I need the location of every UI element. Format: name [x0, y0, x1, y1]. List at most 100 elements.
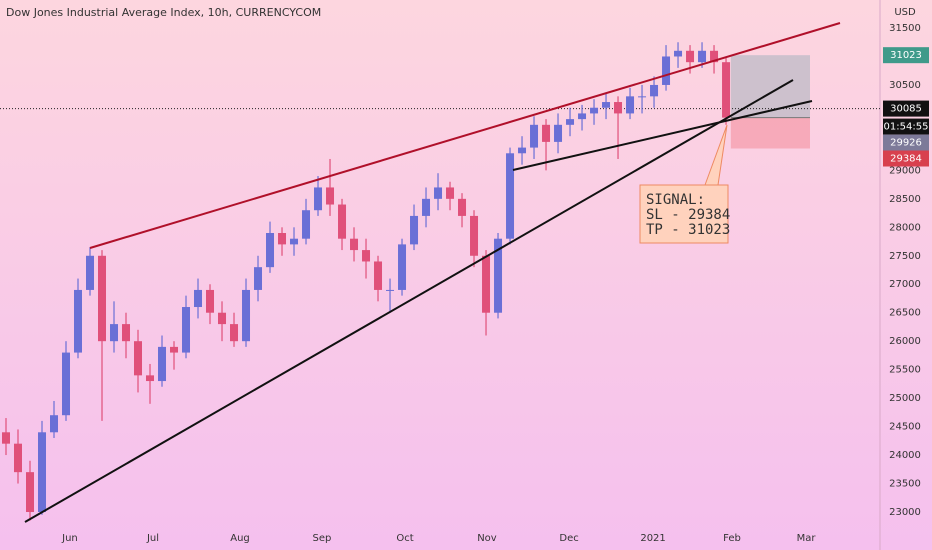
- x-tick-label: Aug: [230, 533, 250, 544]
- candle-body: [206, 289, 215, 313]
- candle-body: [290, 238, 299, 245]
- y-tick-label: 31500: [889, 23, 921, 34]
- candle-body: [362, 250, 371, 262]
- candle-body: [98, 255, 107, 342]
- candle-body: [482, 255, 491, 313]
- x-tick-label: Nov: [477, 533, 497, 544]
- candle-body: [182, 307, 191, 353]
- candle-body: [110, 324, 119, 342]
- candle-body: [350, 238, 359, 251]
- candle-body: [218, 312, 227, 325]
- candle-body: [470, 215, 479, 256]
- trend-line: [512, 100, 813, 171]
- candle-body: [530, 124, 539, 148]
- candle-body: [566, 119, 575, 125]
- signal-text: SIGNAL:: [646, 192, 705, 208]
- candle-body: [698, 50, 707, 63]
- entry-label-box: [883, 134, 929, 151]
- candle-body: [2, 432, 11, 444]
- y-tick-label: 26500: [889, 308, 921, 319]
- chart-title: Dow Jones Industrial Average Index, 10h,…: [6, 6, 321, 19]
- candle-body: [242, 289, 251, 342]
- candle-body: [122, 324, 131, 342]
- candle-body: [374, 261, 383, 290]
- stop-loss-label: 29384: [890, 154, 922, 165]
- last-price-label: 30085: [890, 104, 922, 115]
- candle-body: [590, 107, 599, 114]
- candle-body: [266, 232, 275, 268]
- y-tick-label: 24000: [889, 450, 921, 461]
- stop-loss-label-box: [883, 150, 929, 167]
- last-price-label-box: [883, 100, 929, 117]
- candle-body: [446, 187, 455, 199]
- candle-body: [74, 289, 83, 353]
- candle-body: [158, 346, 167, 382]
- candle-body: [662, 56, 671, 85]
- candle-body: [614, 102, 623, 114]
- x-tick-label: Mar: [797, 533, 817, 544]
- candle-body: [434, 187, 443, 199]
- candle-body: [254, 267, 263, 290]
- candle-body: [230, 324, 239, 342]
- candle-body: [542, 124, 551, 142]
- signal-callout: [639, 124, 729, 244]
- x-tick-label: Jul: [146, 533, 159, 544]
- stop-loss-zone: [730, 117, 810, 149]
- candle-body: [710, 50, 719, 63]
- candle-body: [26, 472, 35, 513]
- x-tick-label: Jun: [61, 533, 78, 544]
- candle-body: [170, 346, 179, 353]
- x-tick-label: Dec: [559, 533, 578, 544]
- candle-body: [578, 113, 587, 120]
- entry-label: 29926: [890, 138, 922, 149]
- candle-body: [602, 102, 611, 108]
- candle-body: [194, 289, 203, 308]
- candle-body: [674, 50, 683, 57]
- countdown: 01:54:55: [884, 122, 929, 133]
- candle-body: [314, 187, 323, 211]
- y-tick-label: 27500: [889, 251, 921, 262]
- signal-text: TP - 31023: [646, 222, 730, 238]
- candle-body: [410, 215, 419, 245]
- x-tick-label: Oct: [396, 533, 413, 544]
- candle-body: [38, 432, 47, 513]
- candle-body: [386, 289, 395, 291]
- y-tick-label: 29000: [889, 165, 921, 176]
- y-tick-label: 24500: [889, 422, 921, 433]
- y-tick-label: 28000: [889, 222, 921, 233]
- candle-body: [134, 341, 143, 376]
- countdown-box: [883, 118, 929, 135]
- x-tick-label: 2021: [640, 533, 665, 544]
- candle-body: [422, 198, 431, 216]
- candle-body: [458, 198, 467, 216]
- candle-body: [494, 238, 503, 313]
- candle-body: [146, 375, 155, 382]
- y-tick-label: 30500: [889, 80, 921, 91]
- candle-body: [650, 84, 659, 97]
- candle-body: [554, 124, 563, 142]
- y-tick-label: 23500: [889, 479, 921, 490]
- candle-body: [686, 50, 695, 63]
- y-tick-label: 23000: [889, 507, 921, 518]
- candle-body: [302, 210, 311, 239]
- support-line: [24, 79, 794, 523]
- candle-body: [338, 204, 347, 239]
- candle-body: [278, 232, 287, 245]
- signal-text: SL - 29384: [646, 207, 730, 223]
- currency-label: USD: [894, 7, 916, 18]
- y-tick-label: 25500: [889, 365, 921, 376]
- candle-body: [506, 153, 515, 239]
- y-tick-label: 25000: [889, 393, 921, 404]
- candle-body: [50, 415, 59, 433]
- y-tick-label: 28500: [889, 194, 921, 205]
- candle-body: [86, 255, 95, 290]
- take-profit-label: 31023: [890, 50, 922, 61]
- candle-body: [626, 96, 635, 114]
- candle-body: [62, 352, 71, 416]
- candle-body: [518, 147, 527, 154]
- x-tick-label: Feb: [723, 533, 741, 544]
- y-tick-label: 27000: [889, 279, 921, 290]
- candle-body: [14, 443, 23, 473]
- x-tick-label: Sep: [313, 533, 332, 544]
